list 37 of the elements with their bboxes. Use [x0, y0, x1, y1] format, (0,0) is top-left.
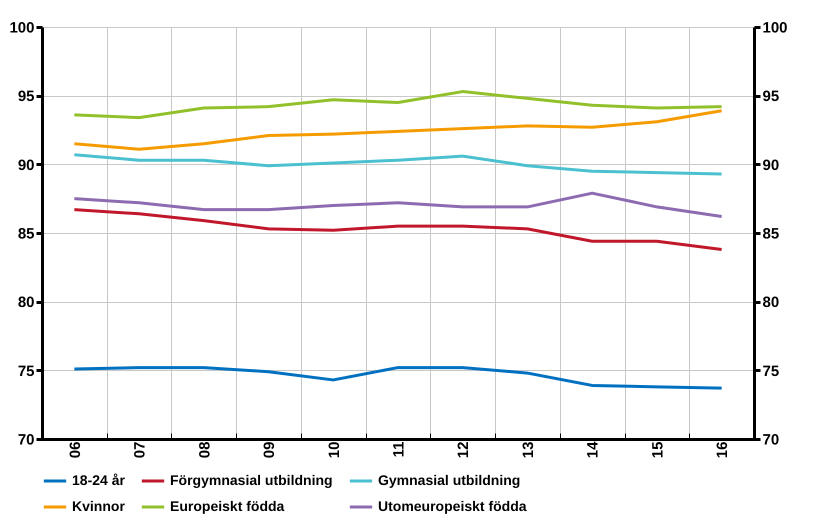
- y-tick-label: 75: [18, 362, 34, 380]
- y2-tick-label: 90: [762, 156, 780, 174]
- x-tick-label: 10: [326, 442, 343, 458]
- legend-label: Europeiskt födda: [170, 498, 285, 514]
- x-tick-label: 13: [520, 442, 537, 458]
- x-tick-label: 12: [455, 442, 472, 458]
- legend-label: 18-24 år: [72, 472, 126, 488]
- x-tick-label: 14: [584, 440, 602, 458]
- legend-label: Gymnasial utbildning: [378, 472, 520, 488]
- line-series: [72, 109, 724, 151]
- line-series: [72, 192, 724, 218]
- y2-tick-label: 75: [762, 362, 780, 380]
- x-tick-label: 07: [132, 442, 149, 458]
- line-series: [72, 208, 724, 251]
- y2-tick-label: 95: [762, 88, 780, 106]
- y2-tick-label: 100: [762, 20, 788, 36]
- line-series: [72, 90, 724, 120]
- y2-tick-label: 80: [762, 294, 780, 312]
- legend-label: Utomeuropeiskt födda: [378, 498, 527, 514]
- y2-tick-label: 70: [762, 432, 780, 448]
- y-tick-label: 95: [18, 88, 34, 106]
- x-tick-label: 15: [649, 442, 666, 458]
- y2-tick-label: 85: [762, 226, 780, 242]
- line-series: [72, 366, 724, 390]
- x-tick-label: 16: [714, 442, 732, 458]
- y-tick-label: 90: [18, 156, 34, 174]
- x-tick-label: 06: [66, 442, 84, 458]
- y-tick-label: 100: [9, 20, 34, 36]
- y-tick-label: 70: [18, 432, 34, 448]
- x-tick-label: 08: [196, 442, 214, 458]
- legend-label: Kvinnor: [72, 498, 126, 514]
- y-tick-label: 85: [18, 226, 34, 242]
- x-tick-label: 11: [390, 442, 408, 458]
- legend-label: Förgymnasial utbildning: [170, 472, 333, 488]
- y-tick-label: 80: [18, 294, 34, 312]
- x-tick-label: 09: [261, 442, 278, 458]
- line-series: [72, 153, 724, 176]
